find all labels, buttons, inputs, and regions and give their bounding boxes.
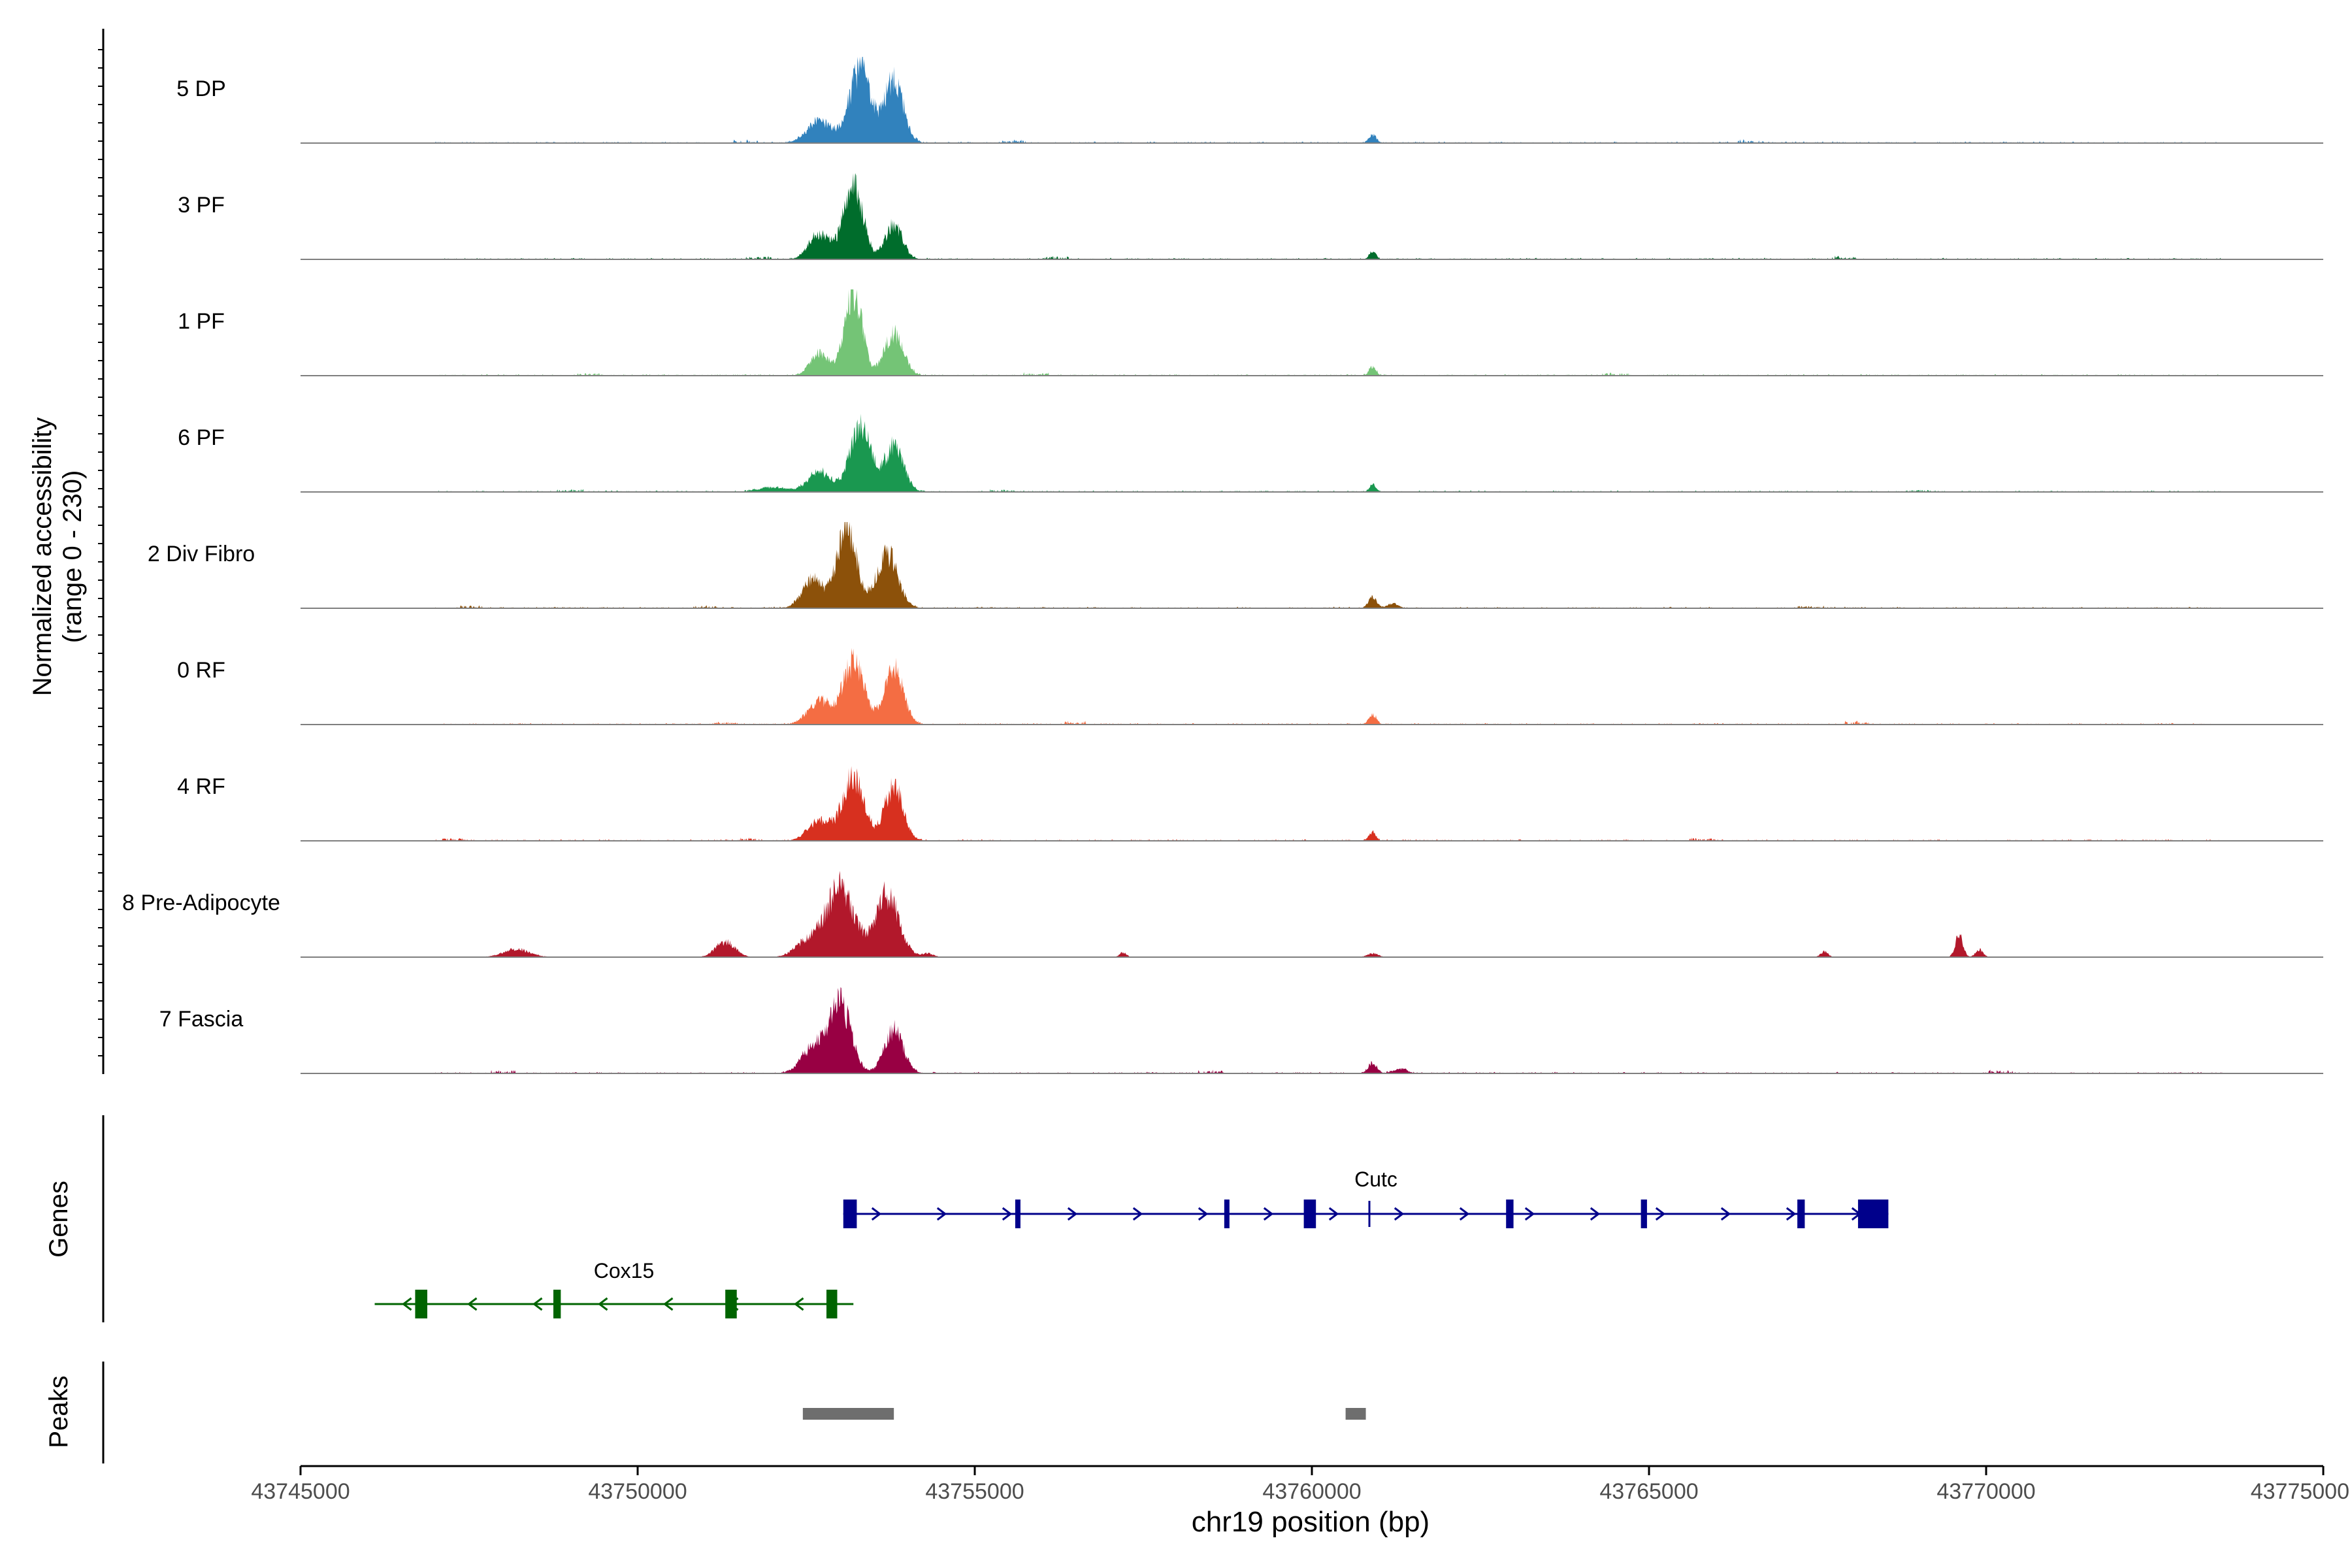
strand-arrow — [1590, 1207, 1601, 1221]
strand-arrow — [1263, 1207, 1274, 1221]
strand-arrow — [1524, 1207, 1535, 1221]
x-axis-tick-label: 43750000 — [588, 1479, 687, 1504]
coverage-area — [435, 522, 2223, 608]
exon — [1303, 1200, 1316, 1228]
track-label: 4 RF — [177, 774, 225, 799]
coverage-area — [435, 173, 2223, 259]
genes-label: Genes — [44, 1181, 73, 1258]
y-axis-label-group: Normalized accessibility (range 0 - 230) — [28, 417, 87, 696]
track-label: 0 RF — [177, 658, 225, 683]
strand-arrow — [1655, 1207, 1666, 1221]
strand-arrow — [532, 1297, 543, 1311]
strand-arrow — [1067, 1207, 1078, 1221]
strand-arrow — [1394, 1207, 1405, 1221]
strand-arrow — [1720, 1207, 1731, 1221]
strand-arrow — [598, 1297, 608, 1311]
track-label: 2 Div Fibro — [148, 542, 255, 566]
x-axis-label: chr19 position (bp) — [1192, 1506, 1429, 1538]
exon — [725, 1290, 737, 1318]
coverage-area — [435, 647, 2223, 725]
coverage-track: 4 RF — [177, 766, 2323, 841]
coverage-track: 2 Div Fibro — [148, 522, 2323, 609]
track-label: 5 DP — [176, 76, 226, 101]
x-axis-tick-label: 43765000 — [1599, 1479, 1698, 1504]
gene-name-label: Cox15 — [594, 1259, 655, 1282]
strand-arrow — [1328, 1207, 1339, 1221]
strand-arrow — [1132, 1207, 1143, 1221]
exon — [826, 1290, 838, 1318]
coverage-track: 0 RF — [177, 647, 2323, 725]
x-axis-tick-label: 43745000 — [251, 1479, 350, 1504]
exon — [1224, 1200, 1230, 1228]
peak-region — [802, 1408, 894, 1420]
strand-arrow — [402, 1297, 412, 1311]
exon — [1857, 1200, 1889, 1228]
gene-model: Cutc — [843, 1168, 1889, 1228]
x-axis-tick-label: 43755000 — [925, 1479, 1024, 1504]
exon — [415, 1290, 428, 1318]
exon — [553, 1290, 561, 1318]
coverage-area — [435, 871, 2223, 957]
coverage-area — [435, 766, 2223, 841]
track-label: 8 Pre-Adipocyte — [122, 890, 280, 915]
x-axis-tick-label: 43760000 — [1262, 1479, 1361, 1504]
strand-arrow — [663, 1297, 674, 1311]
track-label: 3 PF — [178, 193, 225, 218]
x-axis-ticks: 43745000 43750000 43755000 43760000 43765000… — [251, 1466, 2349, 1504]
coverage-area — [435, 987, 2223, 1073]
exon — [1641, 1200, 1647, 1228]
coverage-track: 5 DP — [176, 57, 2323, 144]
strand-arrow — [1002, 1207, 1013, 1221]
coverage-track: 7 Fascia — [159, 987, 2323, 1074]
strand-arrow — [794, 1297, 804, 1311]
gene-name-label: Cutc — [1354, 1168, 1397, 1191]
gene-annotations: Cutc Cox15 — [374, 1168, 1889, 1318]
accessibility-axis-ticks — [98, 49, 103, 1056]
coverage-area — [435, 289, 2223, 376]
y-axis-label-line2: (range 0 - 230) — [58, 470, 87, 644]
exon — [1797, 1200, 1805, 1228]
coverage-area — [435, 57, 2223, 143]
strand-arrow — [871, 1207, 882, 1221]
peak-region — [1345, 1408, 1366, 1420]
strand-arrow — [936, 1207, 947, 1221]
exon — [1506, 1200, 1514, 1228]
track-label: 6 PF — [178, 425, 225, 450]
strand-arrow — [1786, 1207, 1797, 1221]
coverage-track: 3 PF — [178, 173, 2323, 260]
coverage-area — [435, 414, 2223, 492]
track-label: 7 Fascia — [159, 1007, 244, 1032]
y-axis-label-line1: Normalized accessibility — [28, 417, 57, 696]
strand-arrow — [1459, 1207, 1470, 1221]
gene-model: Cox15 — [374, 1259, 854, 1318]
exon — [1015, 1200, 1021, 1228]
x-axis-tick-label: 43775000 — [2251, 1479, 2349, 1504]
coverage-track: 6 PF — [178, 414, 2323, 493]
strand-arrow — [1198, 1207, 1209, 1221]
strand-arrow — [467, 1297, 478, 1311]
coverage-tracks: 5 DP 3 PF 1 PF 6 PF 2 Div Fibro 0 RF 4 RF 8 Pre… — [122, 57, 2323, 1074]
exon — [843, 1200, 857, 1228]
coverage-track: 8 Pre-Adipocyte — [122, 871, 2323, 958]
peak-regions — [802, 1408, 1366, 1420]
peaks-label: Peaks — [44, 1375, 73, 1448]
track-label: 1 PF — [178, 309, 225, 334]
x-axis-tick-label: 43770000 — [1936, 1479, 2035, 1504]
coverage-track: 1 PF — [178, 289, 2323, 376]
